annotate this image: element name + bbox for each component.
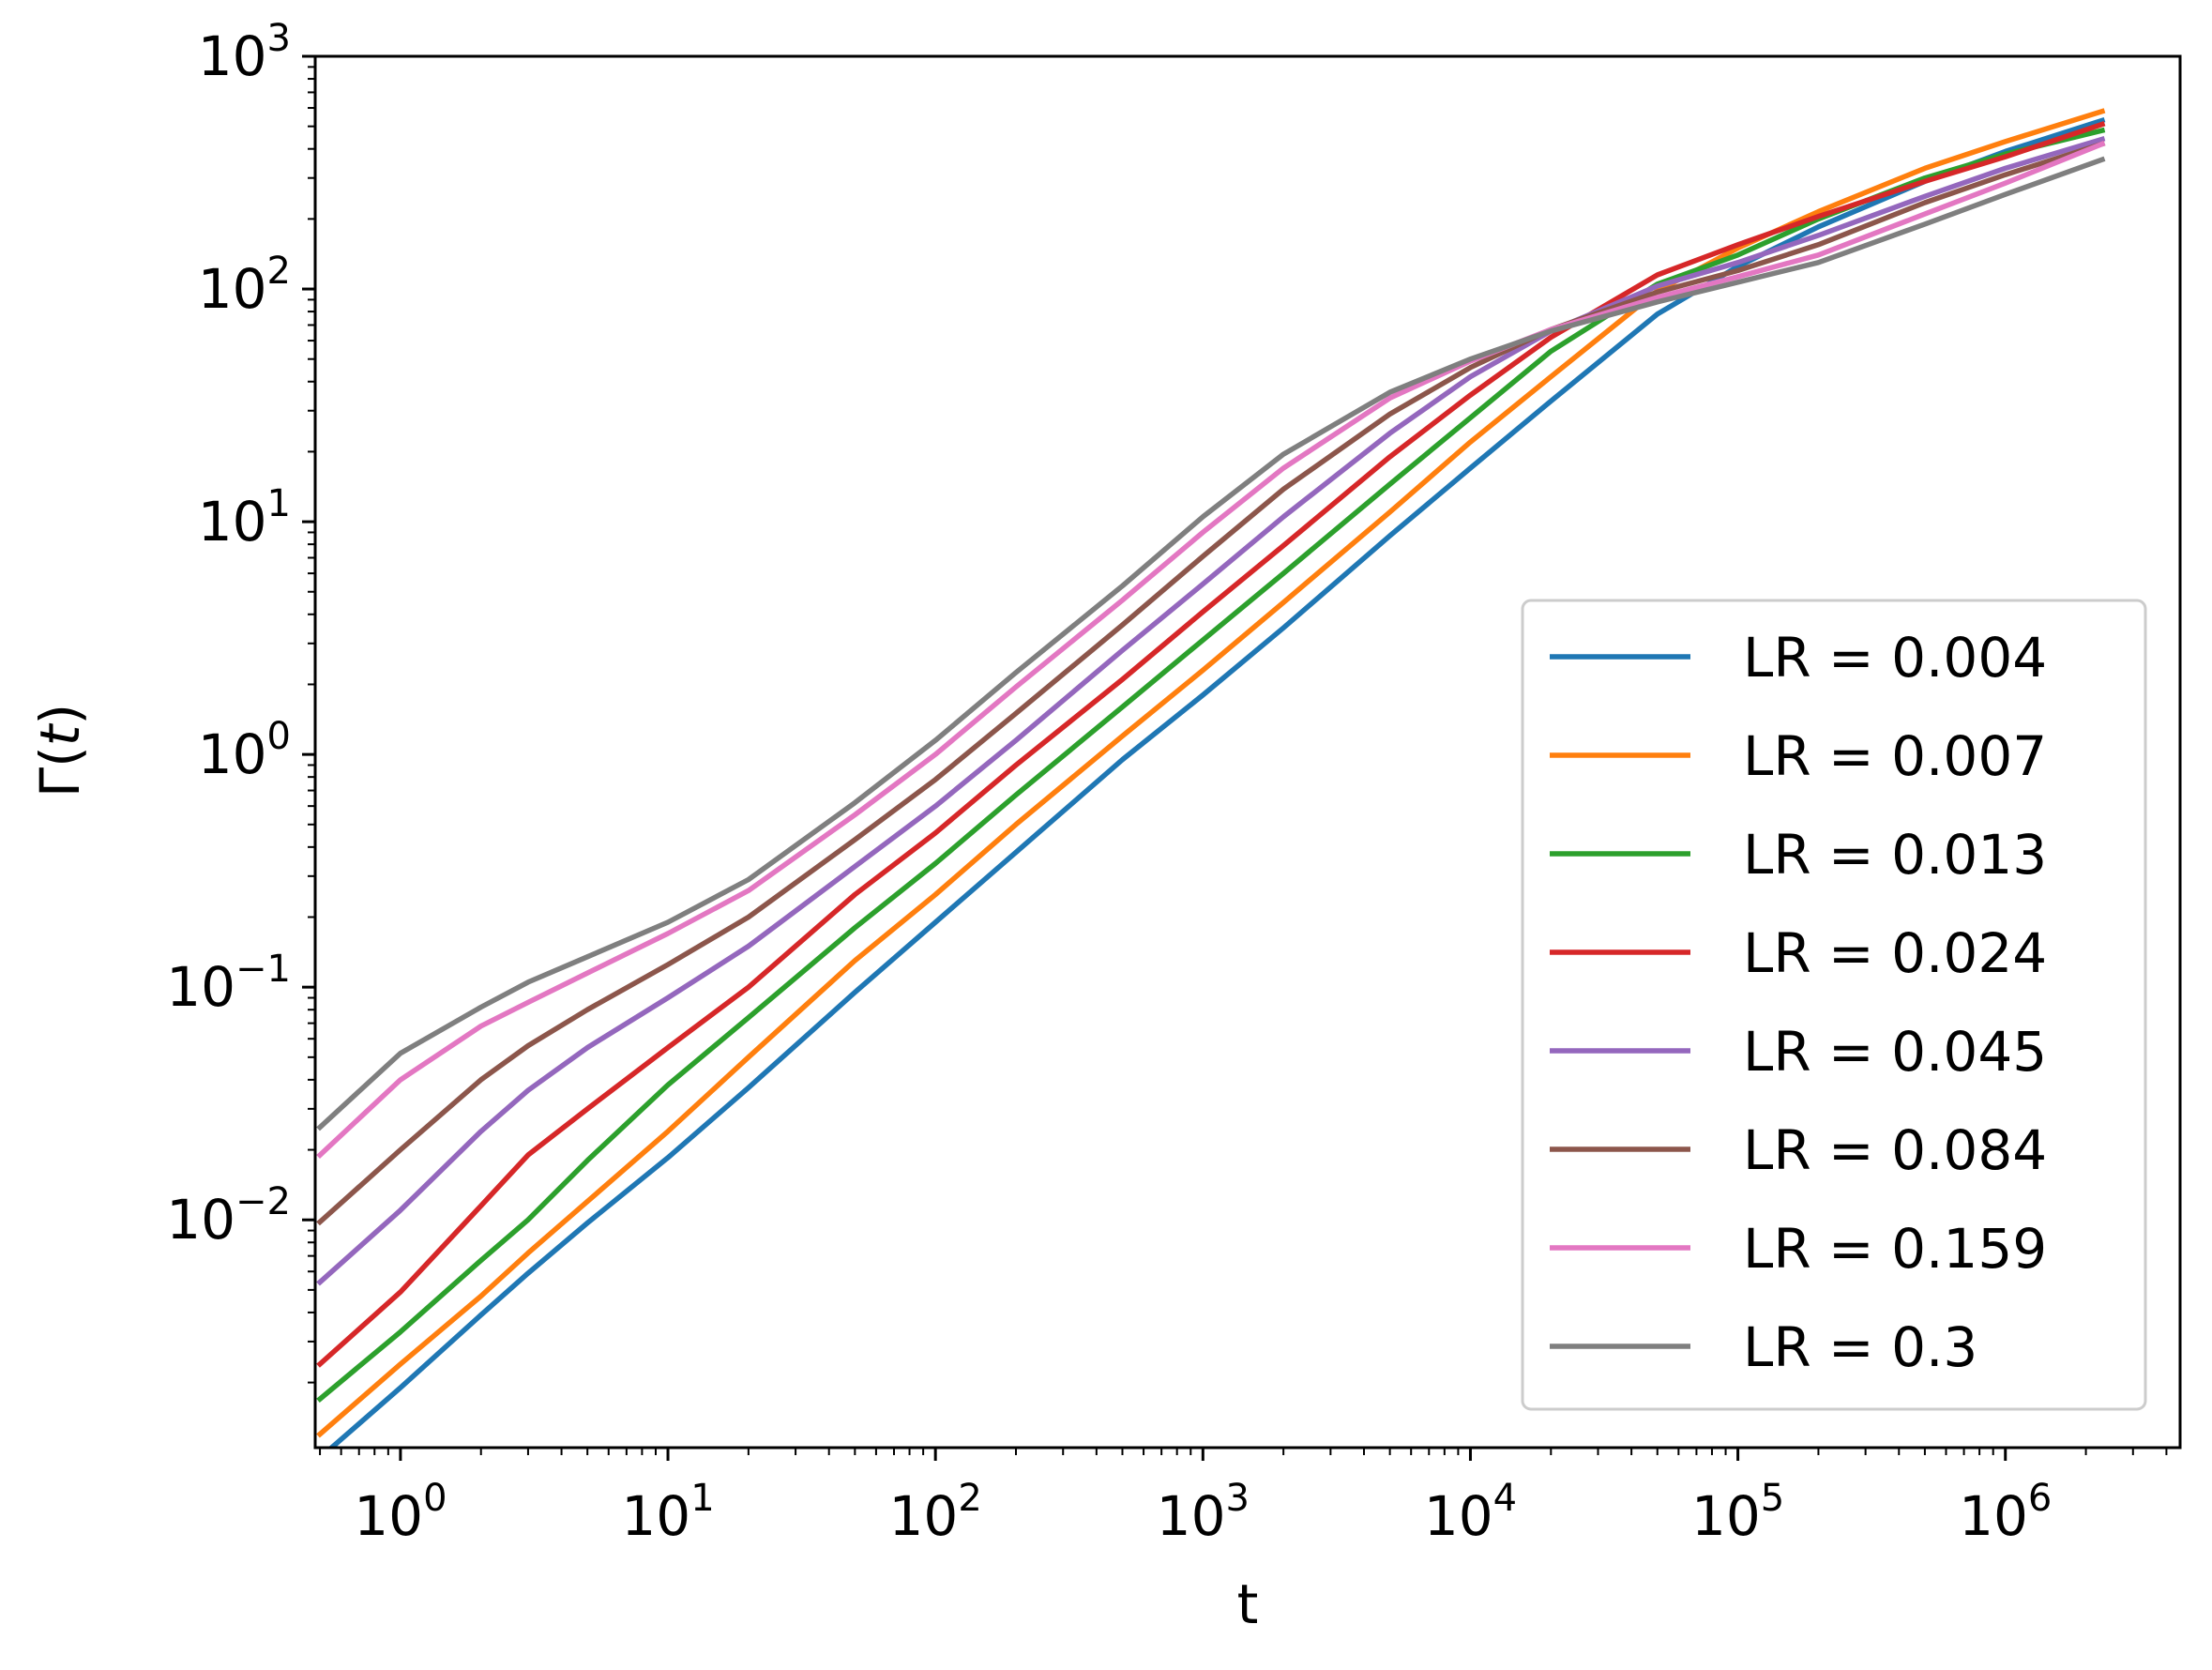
y-tick-base: 10 <box>198 722 267 786</box>
y-tick-exponent: 2 <box>267 250 291 293</box>
x-axis-title: t <box>1237 1572 1259 1636</box>
x-tick-base: 10 <box>1959 1484 2028 1548</box>
y-tick-base: 10 <box>198 257 267 321</box>
series-line-5 <box>316 135 2106 1286</box>
plot-area-frame <box>313 54 2182 1450</box>
x-tick-exponent: 6 <box>2028 1477 2052 1520</box>
legend-box <box>1521 599 2147 1411</box>
x-tick-label: 104 <box>1424 1477 1517 1548</box>
major-ticks <box>302 54 2007 1461</box>
x-tick-label: 102 <box>889 1477 982 1548</box>
x-tick-exponent: 0 <box>423 1477 447 1520</box>
y-tick-label: 100 <box>198 715 291 786</box>
x-tick-label: 105 <box>1691 1477 1784 1548</box>
y-tick-label: 102 <box>198 250 291 321</box>
series-line-3 <box>316 127 2106 1403</box>
legend-items: LR = 0.004 LR = 0.007 LR = 0.013 LR = 0.024… <box>1550 626 2047 1379</box>
x-tick-label: 106 <box>1959 1477 2052 1548</box>
x-tick-label: 100 <box>354 1477 447 1548</box>
y-tick-exponent: −1 <box>235 948 291 991</box>
legend-label: LR = 0.007 <box>1743 724 2047 788</box>
legend-label: LR = 0.084 <box>1743 1118 2047 1182</box>
x-tick-exponent: 4 <box>1493 1477 1517 1520</box>
x-tick-base: 10 <box>1424 1484 1493 1548</box>
legend-label: LR = 0.045 <box>1743 1020 2047 1084</box>
legend-label: LR = 0.013 <box>1743 823 2047 887</box>
y-tick-exponent: 3 <box>267 17 291 60</box>
legend-label: LR = 0.024 <box>1743 921 2047 985</box>
x-tick-label: 103 <box>1157 1477 1250 1548</box>
y-tick-base: 10 <box>198 24 267 88</box>
x-tick-base: 10 <box>621 1484 690 1548</box>
x-tick-exponent: 3 <box>1225 1477 1249 1520</box>
tick-labels: 100 101 102 103 104 105 10610−210−110010110210… <box>166 17 2052 1548</box>
x-tick-base: 10 <box>354 1484 423 1548</box>
series-line-6 <box>316 141 2106 1226</box>
y-tick-exponent: −2 <box>235 1180 291 1223</box>
x-tick-base: 10 <box>889 1484 959 1548</box>
x-tick-exponent: 1 <box>690 1477 714 1520</box>
x-tick-base: 10 <box>1157 1484 1226 1548</box>
y-tick-label: 103 <box>198 17 291 88</box>
y-tick-label: 101 <box>198 482 291 554</box>
y-tick-exponent: 1 <box>267 482 291 525</box>
y-axis-title-var: t <box>28 722 92 746</box>
series-line-4 <box>316 121 2106 1368</box>
legend-label: LR = 0.004 <box>1743 626 2047 690</box>
y-axis-title-base: Γ( <box>28 746 92 797</box>
x-tick-exponent: 2 <box>958 1477 981 1520</box>
y-tick-base: 10 <box>166 1188 235 1252</box>
y-axis-title-close: ) <box>28 704 92 725</box>
y-tick-base: 10 <box>166 955 235 1019</box>
y-axis-title: Γ(t) <box>28 704 92 797</box>
series-line-7 <box>316 140 2106 1159</box>
x-tick-label: 101 <box>621 1477 714 1548</box>
x-tick-base: 10 <box>1691 1484 1761 1548</box>
y-tick-base: 10 <box>198 490 267 554</box>
y-tick-label: 10−1 <box>166 948 291 1019</box>
legend: LR = 0.004 LR = 0.007 LR = 0.013 LR = 0.024… <box>1521 599 2147 1411</box>
x-tick-exponent: 5 <box>1761 1477 1784 1520</box>
legend-label: LR = 0.3 <box>1743 1315 1977 1379</box>
legend-label: LR = 0.159 <box>1743 1217 2047 1281</box>
y-tick-exponent: 0 <box>267 715 291 758</box>
series-lines <box>316 108 2106 1448</box>
series-line-8 <box>316 156 2106 1131</box>
y-tick-label: 10−2 <box>166 1180 291 1252</box>
